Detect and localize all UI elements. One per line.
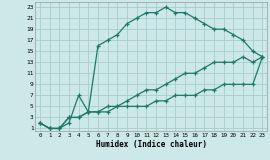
X-axis label: Humidex (Indice chaleur): Humidex (Indice chaleur) <box>96 140 207 149</box>
